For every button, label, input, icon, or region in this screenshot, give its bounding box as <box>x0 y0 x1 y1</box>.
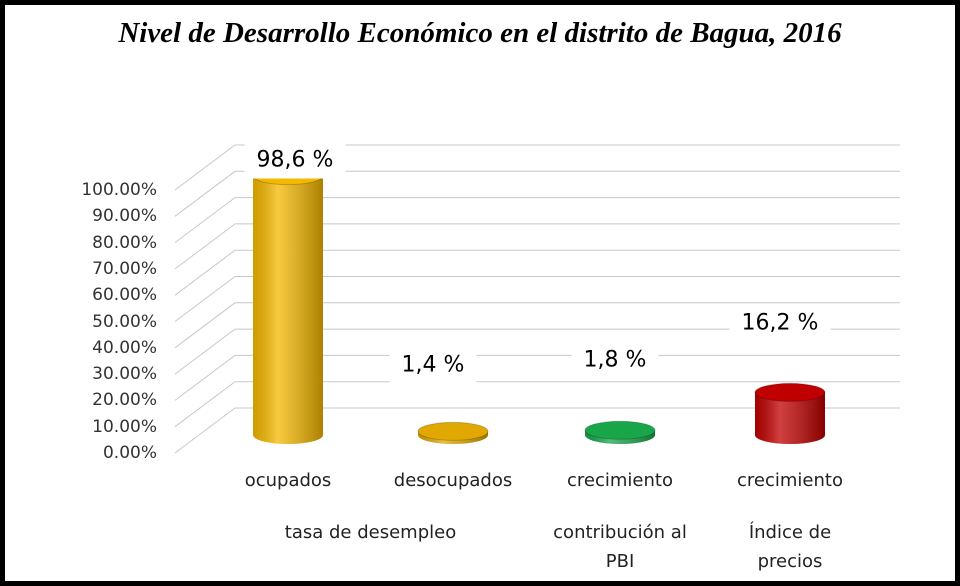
y-tick-label: 70.00% <box>92 258 157 279</box>
group-label: Índice de precios <box>748 522 832 572</box>
grid-line <box>174 328 900 375</box>
x-tick-label: crecimiento <box>737 470 843 491</box>
y-tick-label: 30.00% <box>92 364 157 385</box>
grid-line <box>174 249 900 296</box>
grid-line <box>174 223 900 270</box>
grid-line <box>174 381 900 428</box>
group-label: contribución al PBI <box>553 522 687 572</box>
y-tick-label: 60.00% <box>92 285 157 306</box>
grid-line <box>174 144 900 191</box>
grid-line <box>174 276 900 322</box>
value-label: 1,8 % <box>571 341 659 379</box>
x-tick-label: crecimiento <box>567 470 673 491</box>
bar-top <box>584 420 656 440</box>
value-label: 98,6 % <box>244 141 346 179</box>
y-tick-label: 90.00% <box>92 206 157 227</box>
plot <box>174 144 900 454</box>
y-tick-label: 100.00% <box>81 180 157 200</box>
y-tick-label: 0.00% <box>102 443 157 463</box>
grid-line <box>174 170 900 217</box>
grid-line <box>174 302 900 349</box>
y-tick-label: 10.00% <box>92 416 157 437</box>
value-label: 16,2 % <box>729 304 831 342</box>
bar-top <box>417 421 489 441</box>
y-tick-label: 80.00% <box>92 232 157 253</box>
grid-line <box>174 354 900 401</box>
x-tick-label: ocupados <box>244 470 332 491</box>
value-label: 1,4 % <box>389 346 477 384</box>
y-tick-label: 20.00% <box>92 390 157 411</box>
chart-title: Nivel de Desarrollo Económico en el dist… <box>118 17 842 49</box>
bar-top <box>754 382 826 402</box>
grid-line <box>174 197 900 244</box>
y-tick-label: 40.00% <box>92 337 157 358</box>
y-tick-label: 50.00% <box>92 311 157 332</box>
bar-shade <box>755 392 825 444</box>
group-label: tasa de desempleo <box>284 522 457 543</box>
grid-line <box>174 407 900 454</box>
x-tick-label: desocupados <box>393 470 513 491</box>
bar-shade <box>253 175 323 444</box>
